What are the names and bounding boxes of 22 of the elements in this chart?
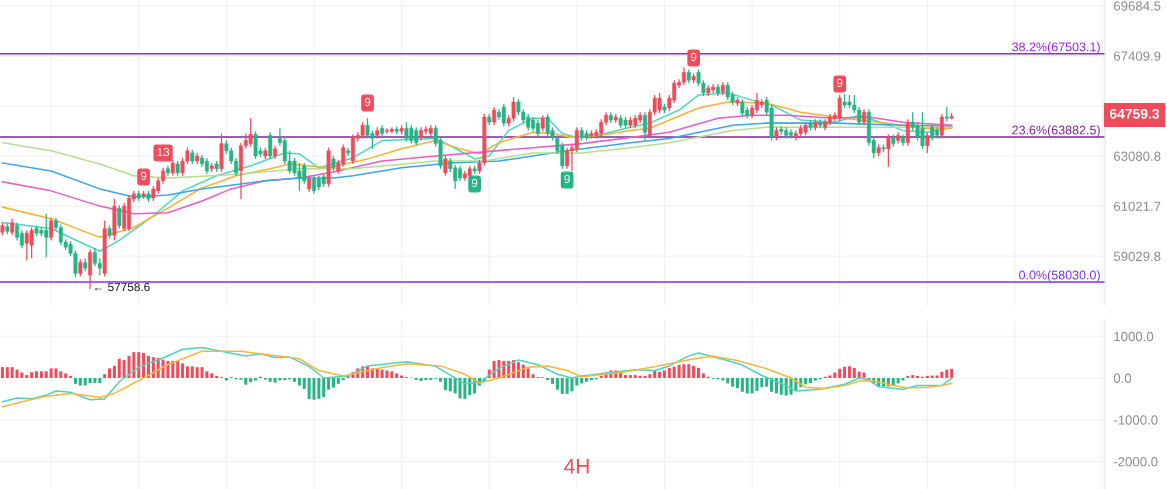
y-tick-label: 1000.0 (1114, 331, 1154, 342)
ref-line-label: 38.2%(67503.1) (1012, 42, 1100, 54)
text: 64759.3 (1109, 108, 1160, 119)
y-tick-label: 69684.5 (1114, 1, 1161, 11)
annotation: 9 (564, 174, 570, 184)
annotation: 9 (471, 178, 478, 188)
annotation: 9 (364, 97, 371, 107)
annotation: 9 (690, 52, 697, 62)
y-tick-label: -2000.0 (1113, 457, 1158, 467)
y-tick-label: 67409.9 (1114, 51, 1161, 61)
ref-line-label: 0.0%(58030.0) (1019, 270, 1100, 282)
annotation: 13 (157, 147, 170, 157)
annotation: 9 (836, 78, 843, 88)
ref-line-label: 23.6%(63882.5) (1012, 125, 1100, 137)
y-tick-label: 63080.8 (1114, 151, 1161, 161)
y-tick-label: 0.0 (1113, 373, 1132, 383)
y-tick-label: 61021.7 (1114, 201, 1161, 211)
annotation: ← 57758.6 (94, 282, 150, 292)
annotation: 4H (564, 459, 589, 474)
y-tick-label: -1000.0 (1113, 415, 1158, 425)
y-tick-label: 59029.8 (1113, 251, 1161, 262)
annotation: 9 (140, 171, 147, 181)
